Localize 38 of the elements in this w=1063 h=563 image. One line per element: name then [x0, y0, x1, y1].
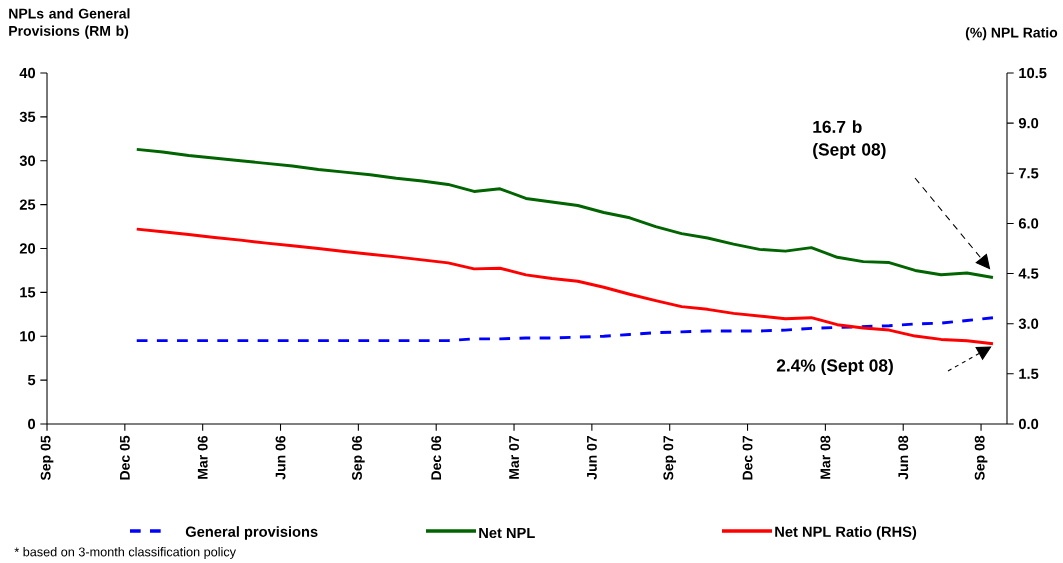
y-tick-label: 20 — [19, 243, 36, 254]
y2-axis-title: (%) NPL Ratio — [965, 27, 1058, 41]
x-tick-label: Mar 06 — [197, 435, 208, 479]
annotation: 2.4% (Sept 08) — [776, 358, 893, 376]
y-tick-label: 30 — [19, 155, 36, 166]
y2-tick-label: 0.0 — [1018, 418, 1039, 430]
x-tick-label: Dec 05 — [119, 435, 130, 480]
x-tick-label: Jun 06 — [275, 435, 286, 480]
legend-label: Net NPL — [479, 527, 535, 539]
y2-tick-label: 9.0 — [1018, 117, 1039, 129]
y-axis-title: NPLs and General Provisions (RM b) — [9, 8, 130, 39]
y-tick-label: 15 — [20, 287, 36, 298]
y-tick-label: 40 — [19, 67, 36, 79]
x-tick-label: Mar 08 — [820, 435, 831, 479]
y-tick-label: 10 — [20, 331, 36, 342]
legend-label: Net NPL Ratio (RHS) — [775, 526, 917, 540]
x-tick-label: Mar 07 — [509, 436, 519, 479]
x-tick-label: Sep 05 — [40, 435, 54, 481]
x-tick-label: Sep 06 — [352, 435, 365, 481]
x-tick-label: Sep 08 — [974, 435, 988, 481]
x-tick-label: Sep 07 — [663, 435, 677, 481]
y2-tick-label: 3.0 — [1018, 318, 1039, 329]
y2-tick-label: 4.5 — [1018, 268, 1039, 279]
text: * based on 3-month classification policy — [14, 547, 236, 559]
y-tick-label: 25 — [19, 199, 36, 210]
y-tick-label: 0 — [28, 418, 36, 430]
x-tick-label: Dec 06 — [431, 435, 442, 480]
annotation: 16.7 b (Sept 08) — [813, 120, 886, 160]
x-tick-label: Dec 07 — [742, 436, 753, 480]
x-tick-label: Jun 08 — [898, 435, 909, 480]
y2-tick-label: 6.0 — [1018, 218, 1039, 229]
legend-label: General provisions — [185, 526, 318, 540]
y2-tick-label: 7.5 — [1019, 168, 1039, 179]
y2-tick-label: 1.5 — [1019, 368, 1039, 379]
y2-tick-label: 10.5 — [1019, 67, 1047, 79]
y-tick-label: 35 — [19, 111, 36, 123]
y-tick-label: 5 — [27, 375, 36, 386]
x-tick-label: Jun 07 — [586, 435, 597, 480]
